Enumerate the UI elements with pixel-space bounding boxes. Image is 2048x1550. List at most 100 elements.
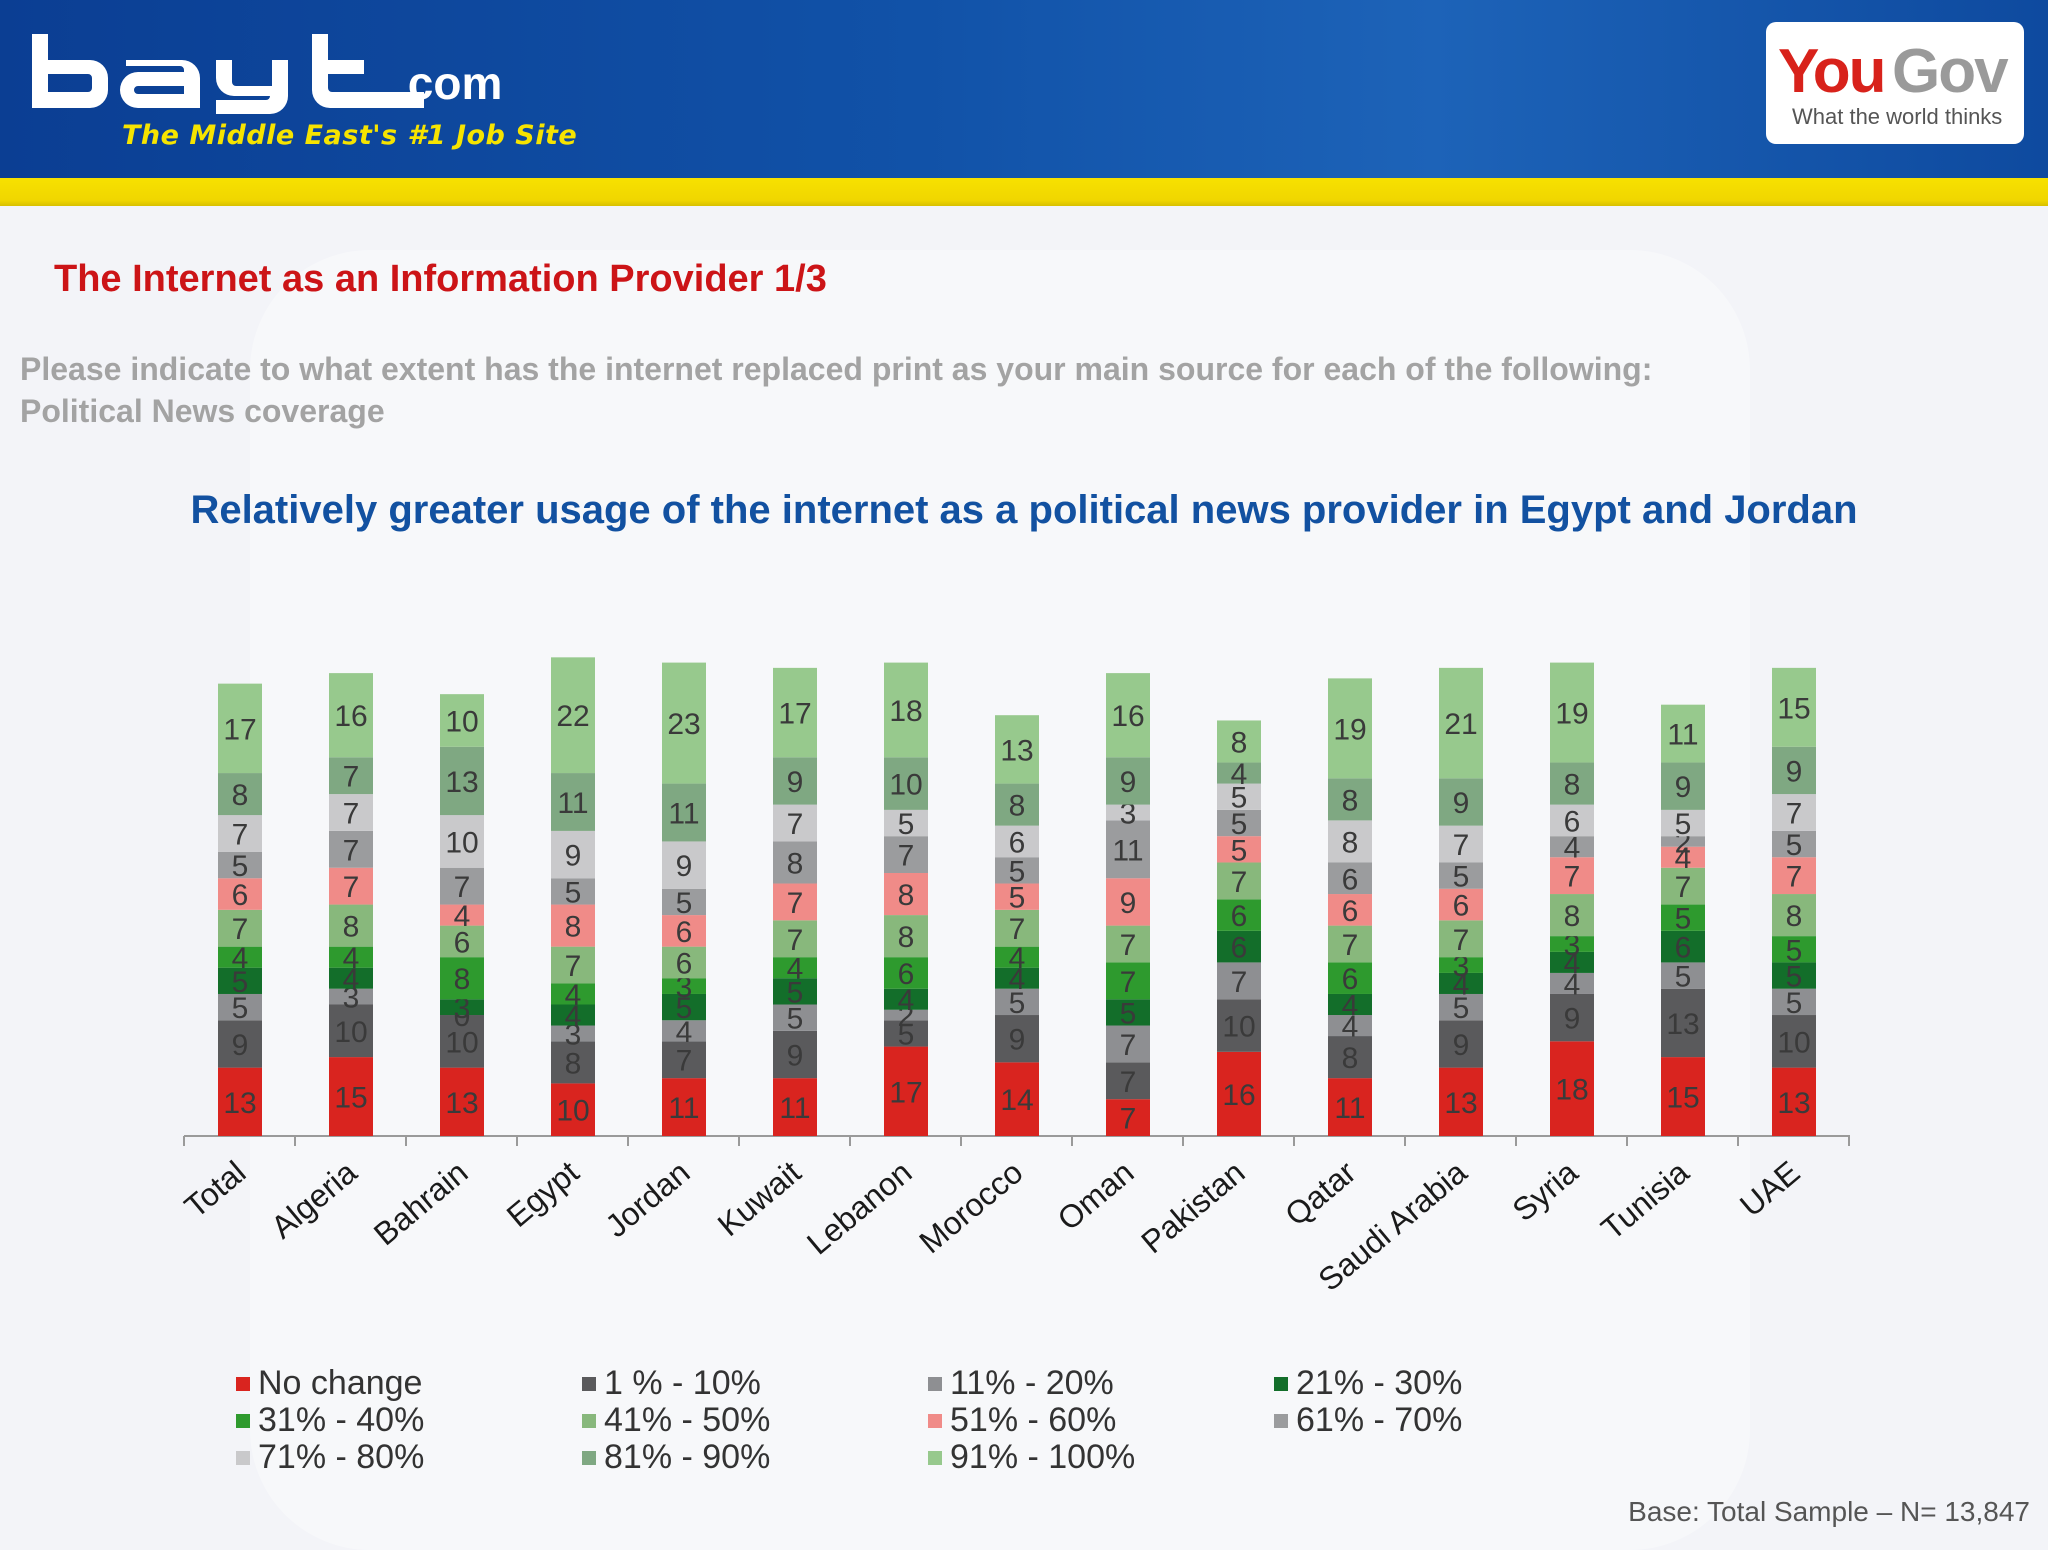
bar-segment <box>773 920 817 958</box>
data-label: 13 <box>1777 1087 1810 1120</box>
data-label: 10 <box>445 705 478 738</box>
bar-segment <box>995 988 1039 1016</box>
data-label: 11 <box>1334 1092 1365 1125</box>
data-label: 10 <box>889 769 922 802</box>
data-label: 7 <box>232 819 249 852</box>
legend-swatch <box>582 1413 596 1428</box>
x-tick-label: Syria <box>1506 1154 1585 1229</box>
bar-segment <box>1550 936 1594 952</box>
bar-segment <box>1106 804 1150 821</box>
bar-segment <box>329 988 373 1005</box>
survey-question-line2: Political News coverage <box>20 393 385 429</box>
data-label: 8 <box>565 911 582 944</box>
bar-segment <box>551 946 595 984</box>
data-label: 5 <box>1120 997 1137 1030</box>
data-label: 5 <box>1786 829 1803 862</box>
bar-segment <box>218 1067 262 1136</box>
bar-segment <box>551 830 595 879</box>
bar-segment <box>1661 1057 1705 1136</box>
bar-segment <box>1328 1078 1372 1136</box>
bayt-logo <box>32 34 424 114</box>
data-label: 4 <box>1564 832 1581 865</box>
data-label: 7 <box>1120 966 1137 999</box>
data-label: 7 <box>343 834 360 867</box>
bar-segment <box>1217 930 1261 963</box>
data-label: 8 <box>898 879 915 912</box>
bar-segment <box>773 841 817 884</box>
bar-segment <box>551 1083 595 1136</box>
bar-segment <box>662 1020 706 1042</box>
legend-item: No change <box>236 1364 582 1402</box>
bayt-tagline: The Middle East's #1 Job Site <box>122 120 578 151</box>
bar-segment <box>662 1041 706 1079</box>
data-label: 7 <box>1453 924 1470 957</box>
data-label: 5 <box>565 876 582 909</box>
data-label: 9 <box>1564 1003 1581 1036</box>
data-label: 5 <box>676 992 693 1025</box>
data-label: 5 <box>898 808 915 841</box>
data-label: 4 <box>1009 963 1026 996</box>
data-label: 5 <box>1231 782 1248 815</box>
data-label: 7 <box>787 924 804 957</box>
bar-segment <box>440 925 484 958</box>
data-label: 7 <box>1675 871 1692 904</box>
x-tick-label: Morocco <box>912 1154 1029 1260</box>
legend-label: 91% - 100% <box>950 1438 1136 1476</box>
bar-segment <box>662 841 706 889</box>
data-label: 11 <box>557 787 588 820</box>
data-label: 5 <box>898 1018 915 1051</box>
data-label: 7 <box>343 761 360 794</box>
data-label: 9 <box>1009 1024 1026 1057</box>
data-label: 5 <box>676 887 693 920</box>
data-label: 17 <box>889 1076 922 1109</box>
bar-segment <box>440 957 484 1000</box>
bar-segment <box>1439 1020 1483 1068</box>
data-label: 8 <box>787 847 804 880</box>
legend-item: 11% - 20% <box>928 1364 1274 1402</box>
data-label: 4 <box>1453 968 1470 1001</box>
bar-segment <box>1772 794 1816 831</box>
data-label: 21 <box>1444 708 1477 741</box>
bar-segment <box>1772 962 1816 989</box>
data-label: 5 <box>232 966 249 999</box>
bar-segment <box>773 757 817 805</box>
bar-segment <box>551 773 595 831</box>
bar-segment <box>329 1004 373 1058</box>
data-label: 7 <box>343 798 360 831</box>
data-label: 7 <box>1342 929 1359 962</box>
data-label: 14 <box>1000 1084 1033 1117</box>
data-label: 4 <box>787 953 804 986</box>
data-label: 7 <box>565 950 582 983</box>
bar-segment <box>884 1009 928 1021</box>
bar-segment <box>551 657 595 774</box>
bar-segment <box>773 804 817 842</box>
bar-segment <box>329 867 373 905</box>
base-note: Base: Total Sample – N= 13,847 <box>1628 1496 2030 1527</box>
data-label: 5 <box>1009 987 1026 1020</box>
data-label: 4 <box>676 1016 693 1049</box>
bar-segment <box>329 830 373 868</box>
bar-segment <box>884 836 928 873</box>
bar-segment <box>440 815 484 868</box>
data-label: 10 <box>1777 1026 1810 1059</box>
bar-segment <box>1328 962 1372 994</box>
data-label: 17 <box>223 713 256 746</box>
data-label: 9 <box>1453 1029 1470 1062</box>
legend-label: 41% - 50% <box>604 1401 771 1439</box>
bar-segment <box>1328 778 1372 821</box>
bar-segment <box>1772 830 1816 858</box>
bar-segment <box>1217 862 1261 900</box>
data-label: 8 <box>232 779 249 812</box>
bar-segment <box>218 909 262 947</box>
data-label: 8 <box>1342 826 1359 859</box>
chart-legend: No change 1 % - 10% 11% - 20% 21% - 30% 31% … <box>236 1364 1536 1476</box>
legend-swatch <box>928 1450 942 1465</box>
bar-segment <box>995 1062 1039 1136</box>
bar-segment <box>440 904 484 926</box>
bar-segment <box>1106 962 1150 1000</box>
data-label: 7 <box>1786 798 1803 831</box>
survey-question: Please indicate to what extent has the i… <box>20 348 1652 432</box>
yougov-logo: You Gov What the world thinks <box>1766 22 2024 144</box>
bar-segment <box>218 683 262 774</box>
data-label: 10 <box>334 1016 367 1049</box>
